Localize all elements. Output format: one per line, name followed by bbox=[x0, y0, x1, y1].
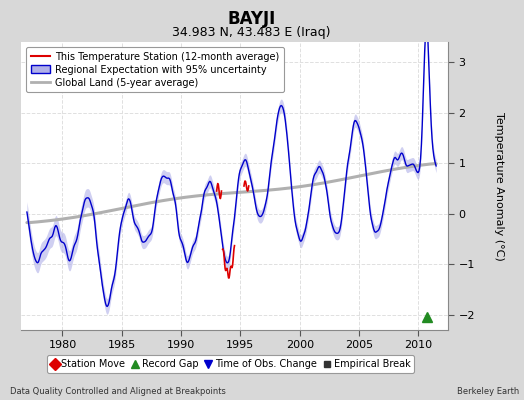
Text: Berkeley Earth: Berkeley Earth bbox=[456, 387, 519, 396]
Y-axis label: Temperature Anomaly (°C): Temperature Anomaly (°C) bbox=[494, 112, 505, 260]
Text: BAYJI: BAYJI bbox=[227, 10, 276, 28]
Legend: This Temperature Station (12-month average), Regional Expectation with 95% uncer: This Temperature Station (12-month avera… bbox=[26, 47, 284, 92]
Text: Data Quality Controlled and Aligned at Breakpoints: Data Quality Controlled and Aligned at B… bbox=[10, 387, 226, 396]
Text: 34.983 N, 43.483 E (Iraq): 34.983 N, 43.483 E (Iraq) bbox=[172, 26, 331, 39]
Legend: Station Move, Record Gap, Time of Obs. Change, Empirical Break: Station Move, Record Gap, Time of Obs. C… bbox=[47, 355, 414, 373]
